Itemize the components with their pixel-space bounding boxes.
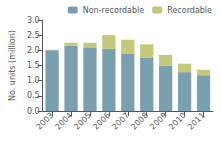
svg-text:2003: 2003: [35, 111, 56, 132]
svg-text:2006: 2006: [91, 111, 112, 132]
svg-text:0.0: 0.0: [27, 107, 40, 116]
svg-text:Non-recordable: Non-recordable: [83, 6, 145, 15]
svg-text:1.0: 1.0: [27, 76, 40, 85]
svg-text:2005: 2005: [72, 111, 93, 132]
svg-text:2008: 2008: [129, 111, 150, 132]
svg-text:2.0: 2.0: [27, 46, 40, 55]
svg-text:2.5: 2.5: [27, 31, 40, 40]
svg-text:3.0: 3.0: [27, 16, 40, 25]
svg-text:1.5: 1.5: [27, 61, 40, 70]
svg-text:Recordable: Recordable: [167, 6, 212, 15]
svg-text:2004: 2004: [53, 111, 74, 132]
svg-text:2010: 2010: [167, 111, 188, 132]
svg-text:2009: 2009: [148, 111, 169, 132]
svg-text:No. units (million): No. units (million): [8, 30, 17, 101]
svg-text:2011: 2011: [186, 111, 207, 132]
svg-text:0.5: 0.5: [27, 91, 40, 100]
svg-text:2007: 2007: [110, 111, 131, 132]
